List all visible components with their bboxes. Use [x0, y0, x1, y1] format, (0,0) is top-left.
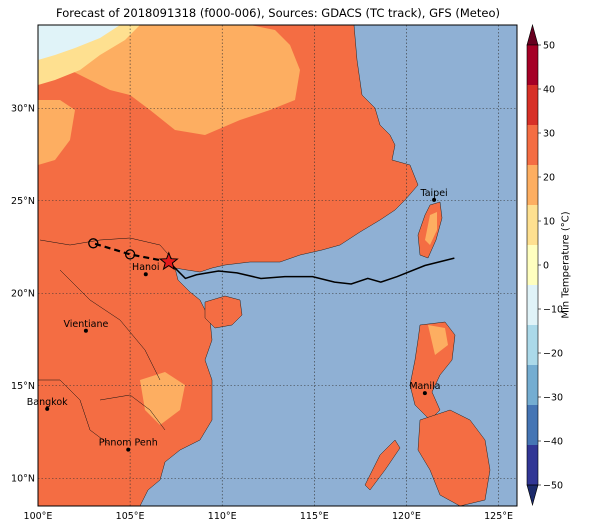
- colorbar-tick-label: 30: [543, 129, 555, 140]
- map-title: Forecast of 2018091318 (f000-006), Sourc…: [56, 6, 500, 20]
- colorbar-segment: [527, 125, 538, 166]
- taiwan-lowland: [425, 212, 437, 245]
- colorbar-segment: [527, 365, 538, 406]
- lon-tick-label: 100°E: [24, 511, 53, 522]
- map-frame: [37, 24, 518, 507]
- forecast-position-marker: [88, 238, 99, 249]
- country-borders: [38, 237, 176, 446]
- land-minus10-0: [38, 25, 120, 60]
- colorbar-tick-label: −50: [543, 481, 563, 492]
- lat-tick-label: 30°N: [11, 103, 35, 114]
- colorbar-tick-label: −40: [543, 437, 563, 448]
- colorbar-tick-label: 40: [543, 85, 555, 96]
- colorbar-tick-label: −20: [543, 349, 563, 360]
- colorbar-tick-label: 20: [543, 173, 555, 184]
- colorbar-tick-label: 50: [543, 41, 555, 52]
- latitude-ticks: 10°N 15°N 20°N 25°N 30°N: [11, 103, 35, 484]
- colorbar-segment: [527, 285, 538, 326]
- lon-tick-label: 115°E: [300, 511, 329, 522]
- visayas-mindanao: [417, 409, 491, 506]
- colorbar-label: Min Temperature (°C): [560, 211, 572, 319]
- city-dot: [422, 391, 427, 396]
- colorbar-extend-min: [526, 484, 539, 507]
- colorbar-tick-label: −10: [543, 305, 563, 316]
- colorbar-segment: [527, 445, 538, 486]
- city-label: Manila: [409, 381, 440, 392]
- city-label: Hanoi: [132, 262, 159, 273]
- city-dot: [126, 447, 131, 452]
- city-label: Bangkok: [27, 397, 68, 408]
- palawan: [364, 439, 401, 491]
- colorbar: 50 40 30 20 10 0 −10 −20 −30 −40 −50: [526, 23, 563, 507]
- city-dot: [45, 406, 50, 411]
- colorbar-segment: [527, 165, 538, 206]
- city-label: Phnom Penh: [99, 438, 158, 449]
- colorbar-segment: [527, 205, 538, 246]
- colorbar-extend-max: [526, 23, 539, 46]
- observed-track-line: [168, 257, 455, 285]
- land-10-20-b: [38, 100, 75, 165]
- city-dot: [432, 197, 437, 202]
- map-area: [38, 25, 517, 506]
- lon-tick-label: 110°E: [208, 511, 237, 522]
- luzon-highland: [428, 325, 448, 355]
- lat-tick-label: 15°N: [11, 381, 35, 392]
- longitude-ticks: 100°E 105°E 110°E 115°E 120°E 125°E: [24, 511, 513, 522]
- lon-tick-label: 105°E: [116, 511, 145, 522]
- colorbar-tick-label: 10: [543, 217, 555, 228]
- forecast-track-line: [92, 242, 170, 263]
- city-dot: [83, 328, 88, 333]
- city-label: Vientiane: [63, 319, 108, 330]
- city-markers: Taipei Hanoi Vientiane Manila Bangkok Phnom P…: [27, 188, 448, 452]
- forecast-position-marker: [124, 249, 136, 260]
- colorbar-tick-label: −30: [543, 393, 563, 404]
- lat-tick-label: 20°N: [11, 288, 35, 299]
- city-label: Taipei: [419, 188, 447, 199]
- colorbar-segment: [527, 245, 538, 286]
- storm-track: [88, 238, 455, 285]
- colorbar-segment: [527, 85, 538, 126]
- lat-tick-label: 10°N: [11, 473, 35, 484]
- colorbar-segment: [527, 405, 538, 446]
- lon-tick-label: 125°E: [484, 511, 513, 522]
- hainan-island: [204, 295, 243, 329]
- graticule: [38, 25, 517, 506]
- colorbar-segment: [527, 45, 538, 86]
- colorbar-tick-label: 0: [543, 261, 549, 272]
- lat-tick-label: 25°N: [11, 196, 35, 207]
- city-dot: [143, 272, 148, 277]
- colorbar-segment: [527, 325, 538, 366]
- current-position-star-icon: [158, 251, 179, 271]
- lon-tick-label: 120°E: [392, 511, 421, 522]
